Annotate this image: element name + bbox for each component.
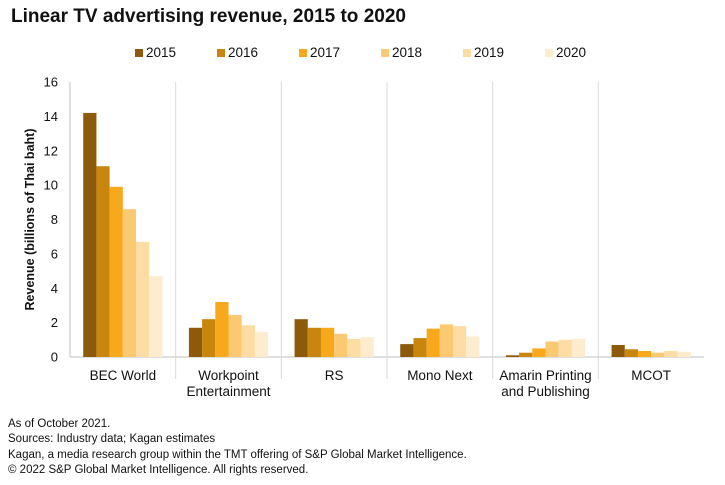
bar-2017	[426, 328, 440, 357]
x-tick-label: MCOT	[631, 368, 671, 383]
legend-swatch-2020	[545, 49, 553, 57]
bar-2015	[83, 112, 97, 357]
bar-2016	[307, 327, 321, 357]
x-tick-label: and Publishing	[501, 384, 590, 399]
bar-chart: 2015 2016 2017 2018 2019 2020 0 2 4 6 8 10 12 14 16 B…	[23, 45, 704, 399]
bar-2016	[202, 319, 216, 357]
bar-2018	[545, 341, 559, 357]
bar-2019	[664, 350, 678, 357]
legend-label-2020: 2020	[556, 45, 586, 60]
legend-swatch-2015	[135, 49, 143, 57]
y-tick-label: 4	[51, 281, 58, 296]
legend-swatch-2016	[217, 49, 225, 57]
y-tick-label: 8	[51, 212, 58, 227]
bar-2020	[360, 337, 374, 357]
footnote-copyright: © 2022 S&P Global Market Intelligence. A…	[8, 463, 309, 476]
y-tick-label: 14	[44, 109, 58, 124]
legend-swatch-2019	[463, 49, 471, 57]
bar-2017	[215, 302, 229, 357]
bar-2020	[571, 338, 586, 357]
bar-2018	[651, 352, 665, 357]
bar-2016	[519, 352, 533, 357]
bar-2018	[228, 314, 242, 357]
x-tick-label: RS	[325, 368, 344, 383]
bar-2015	[400, 344, 414, 357]
legend-label-2015: 2015	[146, 45, 176, 60]
bar-2015	[611, 344, 625, 357]
x-tick-label: Entertainment	[186, 384, 270, 399]
bar-2019	[558, 339, 572, 357]
bar-2017	[320, 327, 335, 357]
y-tick-label: 0	[51, 350, 58, 365]
legend-swatch-2017	[299, 49, 307, 57]
y-tick-label: 16	[44, 75, 58, 90]
bar-2017	[637, 350, 652, 357]
bar-2017	[109, 186, 123, 357]
bar-2016	[624, 349, 638, 357]
legend-label-2016: 2016	[228, 45, 258, 60]
chart-title: Linear TV advertising revenue, 2015 to 2…	[11, 6, 406, 27]
bar-2020	[466, 336, 480, 358]
bar-2016	[413, 338, 427, 357]
bar-2015	[505, 355, 520, 357]
legend-label-2017: 2017	[310, 45, 340, 60]
legend-label-2018: 2018	[392, 45, 422, 60]
bar-2015	[294, 319, 308, 357]
x-tick-label: Amarin Printing	[499, 368, 591, 383]
legend-swatch-2018	[381, 49, 389, 57]
footnotes: As of October 2021. Sources: Industry da…	[8, 417, 467, 478]
y-tick-label: 10	[44, 178, 58, 193]
legend: 2015 2016 2017 2018 2019 2020	[135, 45, 586, 60]
bar-2018	[334, 333, 348, 357]
y-tick-label: 6	[51, 246, 58, 261]
bar-2020	[677, 351, 691, 357]
bar-2020	[149, 276, 163, 357]
footnote-date: As of October 2021.	[8, 418, 111, 430]
bar-2019	[136, 241, 150, 357]
bar-2019	[347, 338, 361, 357]
bar-2020	[254, 332, 269, 357]
bar-2018	[122, 209, 137, 357]
y-tick-label: 2	[51, 315, 58, 330]
x-tick-label: Workpoint	[198, 368, 259, 383]
bar-2015	[188, 327, 203, 357]
x-tick-label: BEC World	[90, 368, 157, 383]
bar-2018	[439, 324, 454, 357]
legend-label-2019: 2019	[474, 45, 504, 60]
bars	[83, 112, 691, 358]
footnote-sources: Sources: Industry data; Kagan estimates	[8, 433, 216, 446]
category-separators	[175, 82, 599, 379]
x-tick-label: Mono Next	[407, 368, 473, 383]
bar-2019	[453, 326, 467, 357]
y-tick-label: 12	[44, 143, 58, 158]
y-axis-label: Revenue (billions of Thai baht)	[23, 129, 37, 311]
bar-2017	[532, 348, 546, 357]
bar-2016	[96, 166, 110, 357]
footnote-kagan: Kagan, a media research group within the…	[8, 448, 467, 461]
bar-2019	[241, 325, 255, 357]
